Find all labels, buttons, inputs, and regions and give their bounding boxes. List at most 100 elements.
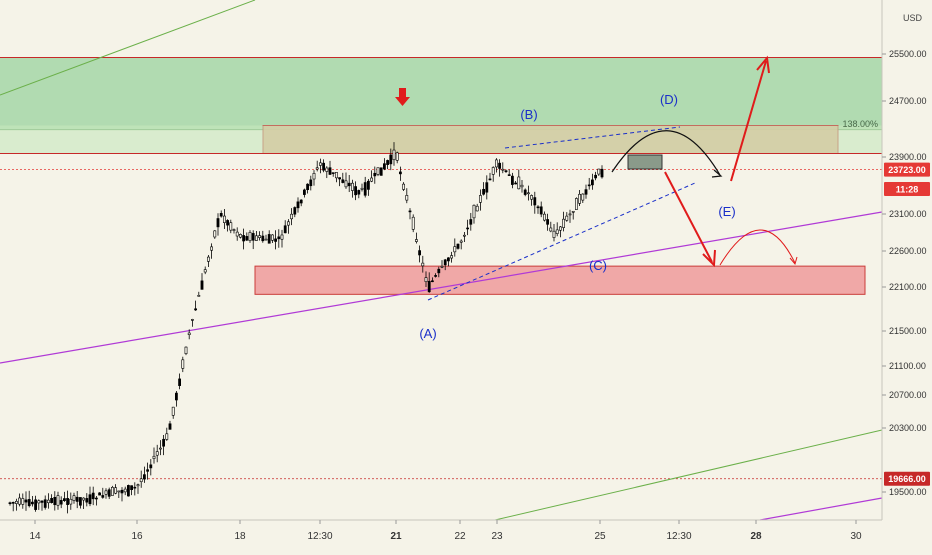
candle xyxy=(520,179,524,193)
candle-body xyxy=(130,485,134,491)
candle xyxy=(552,224,556,242)
candle xyxy=(354,181,358,201)
candle-body xyxy=(101,495,105,498)
candle xyxy=(501,162,505,174)
candle xyxy=(277,229,281,248)
time-tick-label: 12:30 xyxy=(307,531,332,542)
candle xyxy=(581,193,585,203)
candle xyxy=(485,175,489,200)
candle-body xyxy=(219,213,223,217)
candle-body xyxy=(27,499,31,507)
candle-body xyxy=(181,359,185,369)
candle xyxy=(53,491,57,511)
wave-label: (D) xyxy=(660,92,678,107)
candle xyxy=(255,230,258,242)
candle-body xyxy=(15,500,18,504)
candle xyxy=(245,232,249,241)
purple-trendline-main xyxy=(0,211,883,364)
candle xyxy=(507,169,511,176)
candle-body xyxy=(344,180,348,188)
time-tick-label: 28 xyxy=(750,531,762,542)
candle xyxy=(565,212,569,222)
candle xyxy=(69,492,73,510)
candle xyxy=(175,390,178,407)
candle-body xyxy=(255,235,258,241)
price-axis[interactable]: USD 25500.00 24700.00 23900.00 23100.00 2260… xyxy=(881,0,932,520)
candle-body xyxy=(347,182,351,187)
candle xyxy=(309,175,313,191)
candle-body xyxy=(82,497,86,501)
candle xyxy=(542,211,546,222)
candle-body xyxy=(127,485,130,497)
candle-body xyxy=(66,498,70,505)
price-badge: 23723.00 xyxy=(884,162,930,177)
candle xyxy=(418,245,422,263)
price-badge: 19666.00 xyxy=(884,471,930,486)
candle-body xyxy=(191,319,194,321)
candle-body xyxy=(555,229,559,234)
candle-body xyxy=(302,189,306,195)
candle-body xyxy=(114,487,118,494)
candle xyxy=(136,483,140,494)
candle-body xyxy=(197,295,201,297)
candle-body xyxy=(53,497,57,506)
candle-body xyxy=(139,478,143,483)
candle xyxy=(539,201,543,218)
candle xyxy=(66,490,70,514)
candle-body xyxy=(251,233,255,241)
light-green-band xyxy=(0,125,882,154)
candle-body xyxy=(69,498,73,505)
candle xyxy=(411,214,415,233)
candle-body xyxy=(312,173,316,180)
candle-body xyxy=(11,501,15,504)
candle xyxy=(402,182,406,191)
candle xyxy=(30,496,34,507)
price-badge-bg xyxy=(884,162,930,177)
time-tick-label: 14 xyxy=(29,531,41,542)
candle-body xyxy=(504,170,508,172)
time-axis[interactable]: 14 16 18 12:30 21 22 23 25 12:30 28 30 xyxy=(0,519,882,542)
candle xyxy=(181,356,185,373)
candle-body xyxy=(322,162,326,171)
candle-body xyxy=(40,500,44,503)
candle-body xyxy=(549,227,553,232)
candle xyxy=(437,266,441,278)
wave-d-arc-arrowhead xyxy=(711,169,723,178)
candle-body xyxy=(280,234,284,240)
candle-body xyxy=(542,213,546,221)
candle xyxy=(315,160,319,172)
time-tick-label: 18 xyxy=(234,531,246,542)
candle xyxy=(494,158,498,173)
candle-body xyxy=(514,182,518,185)
candle xyxy=(488,172,492,181)
candle-body xyxy=(264,238,268,241)
candle-body xyxy=(488,178,492,181)
candle xyxy=(414,232,418,244)
candle-body xyxy=(59,500,63,505)
candle xyxy=(334,172,338,183)
candle-body xyxy=(501,168,505,171)
candle xyxy=(15,498,18,511)
candle-body xyxy=(88,494,92,505)
candle-body xyxy=(402,183,406,190)
candle-body xyxy=(98,492,102,496)
candle xyxy=(40,500,44,511)
candle-body xyxy=(296,201,300,209)
candle xyxy=(261,230,265,243)
candle-body xyxy=(562,218,566,228)
candle xyxy=(328,160,332,176)
candle-body xyxy=(267,234,271,244)
candle xyxy=(530,194,534,206)
candle-body xyxy=(146,469,150,472)
candle-body xyxy=(478,195,482,203)
candle xyxy=(344,172,348,189)
candle xyxy=(293,206,297,218)
candle-body xyxy=(494,159,498,168)
candle-body xyxy=(21,498,25,505)
candle xyxy=(453,238,457,257)
candle xyxy=(405,188,409,204)
channel-line-lower xyxy=(494,429,883,521)
candle xyxy=(242,228,246,250)
candle-body xyxy=(111,487,114,496)
